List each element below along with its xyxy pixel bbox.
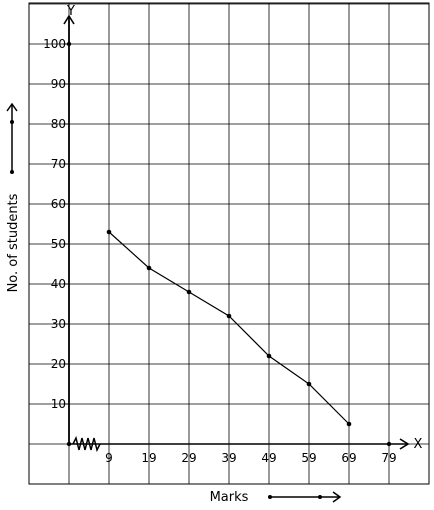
- x-label-arrow-dot: [318, 495, 322, 499]
- data-point: [226, 313, 232, 319]
- y-label-arrow-icon: [6, 102, 18, 112]
- x-axis-arrow-icon: [399, 438, 410, 450]
- x-tick-label: 69: [341, 451, 356, 465]
- y-tick-label: 90: [51, 77, 66, 91]
- y-tick-labels: 10 20 30 40 50 60 70 80 90 100: [43, 37, 69, 411]
- x-axis-label: Marks: [210, 490, 249, 505]
- x-tick-label: 29: [181, 451, 196, 465]
- x-tick-label: 19: [141, 451, 156, 465]
- y-axis-label: No. of students: [6, 193, 21, 292]
- y-axis-arrow-icon: [63, 14, 75, 25]
- data-point: [266, 353, 272, 359]
- data-point: [346, 421, 352, 427]
- x-tick-label: 49: [261, 451, 276, 465]
- x-tick-label: 39: [221, 451, 236, 465]
- grid: [29, 3, 430, 485]
- data-point: [106, 229, 112, 235]
- x-tick-label: 79: [381, 451, 396, 465]
- y-tick-label: 20: [51, 357, 66, 371]
- data-point: [306, 381, 312, 387]
- x-label-arrow-dot: [268, 495, 272, 499]
- y-tick-label: 30: [51, 317, 66, 331]
- y-tick-label: 70: [51, 157, 66, 171]
- x-axis-end-point: [386, 441, 392, 447]
- y-axis-letter: Y: [66, 4, 75, 19]
- axis-break-zigzag-icon: [72, 435, 101, 453]
- y-tick-label: 50: [51, 237, 66, 251]
- data-point: [146, 265, 152, 271]
- origin-point: [66, 441, 72, 447]
- x-label-arrow-icon: [332, 491, 342, 503]
- x-axis-letter: X: [414, 437, 423, 452]
- y-label-arrow-dot: [10, 170, 14, 174]
- axes: [63, 14, 410, 453]
- y-tick-label: 80: [51, 117, 66, 131]
- data-point: [186, 289, 192, 295]
- y-label-arrow-dot: [10, 120, 14, 124]
- series-line: [106, 229, 352, 427]
- x-tick-label: 9: [105, 451, 113, 465]
- y-tick-label: 10: [51, 397, 66, 411]
- x-tick-label: 59: [301, 451, 316, 465]
- y-tick-label: 100: [43, 37, 66, 51]
- y-tick-label: 40: [51, 277, 66, 291]
- y-tick-label: 60: [51, 197, 66, 211]
- x-tick-labels: 9 19 29 39 49 59 69 79: [105, 451, 396, 465]
